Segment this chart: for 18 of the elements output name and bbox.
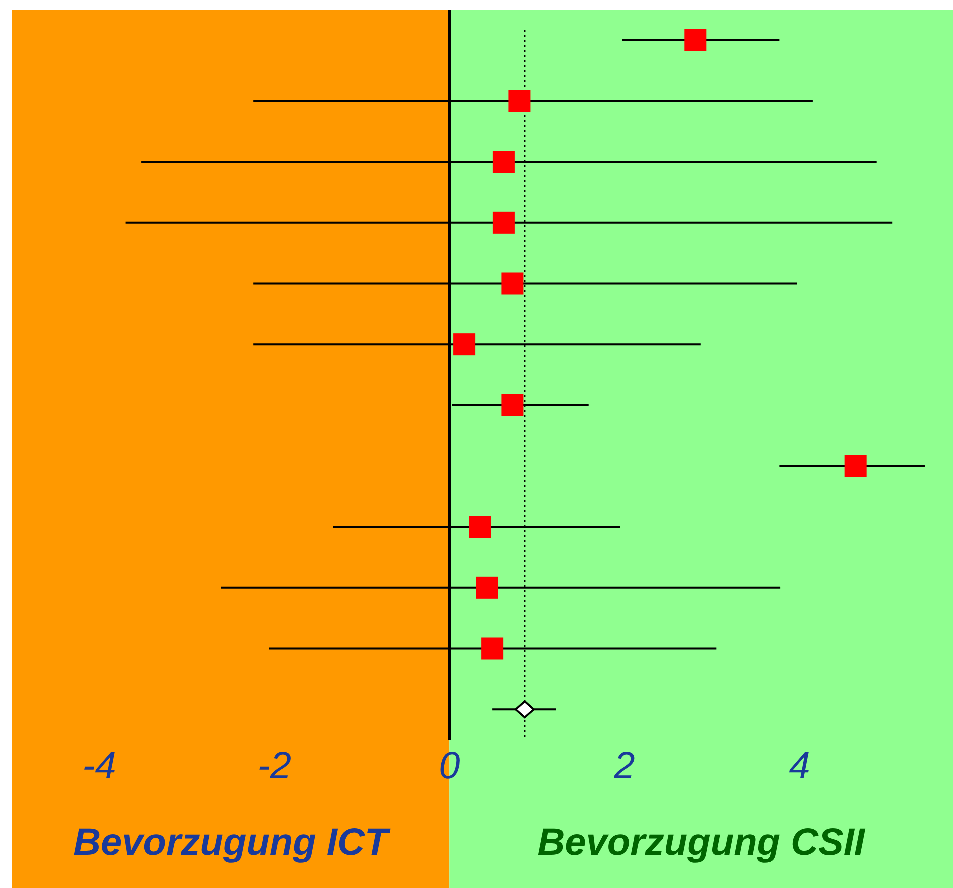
x-tick-label: 4 [789, 745, 810, 788]
point [476, 576, 498, 599]
point [502, 394, 524, 416]
point [844, 455, 867, 478]
point [469, 516, 492, 538]
point [502, 272, 524, 295]
point [508, 90, 531, 112]
point [492, 151, 515, 174]
point [514, 700, 535, 719]
x-tick-label: 2 [613, 745, 636, 788]
x-tick-label: -4 [82, 745, 116, 788]
x-tick-label: -2 [258, 745, 292, 788]
point [482, 638, 504, 660]
point [454, 334, 476, 356]
band-label: Bevorzugung ICT [74, 822, 391, 864]
band-label: Bevorzugung CSII [538, 822, 866, 864]
point [684, 29, 707, 52]
point [492, 212, 515, 234]
